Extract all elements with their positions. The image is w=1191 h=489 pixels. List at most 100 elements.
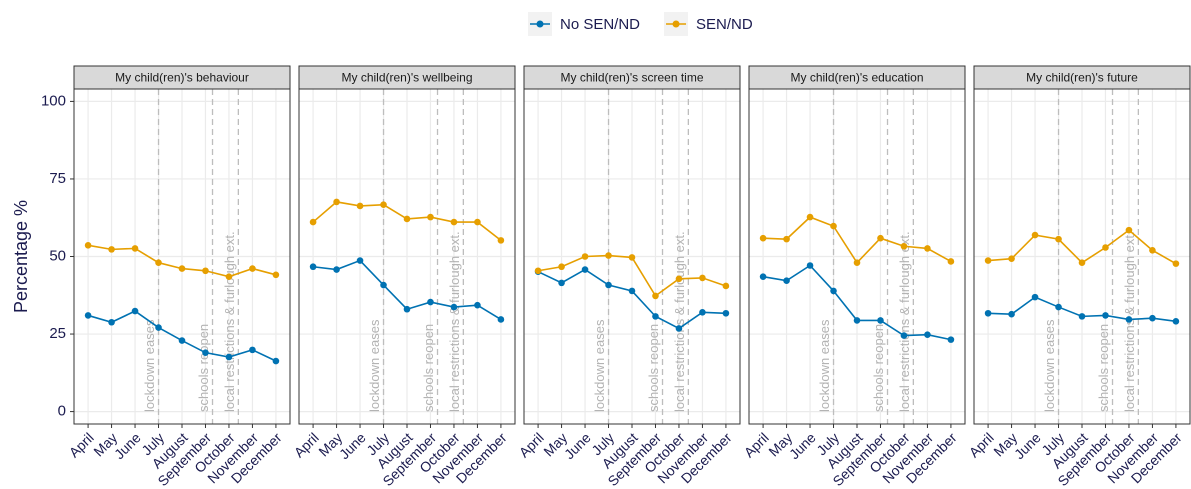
point bbox=[155, 324, 162, 331]
point bbox=[225, 273, 233, 280]
point bbox=[427, 298, 434, 306]
panel-border bbox=[298, 88, 516, 425]
point bbox=[427, 213, 434, 221]
point bbox=[806, 213, 814, 221]
annotation-label: lockdown eases bbox=[1042, 319, 1057, 412]
facet-title: My child(ren)'s wellbeing bbox=[341, 71, 472, 85]
point bbox=[1102, 244, 1109, 251]
point bbox=[652, 292, 659, 300]
point bbox=[1055, 235, 1062, 243]
annotation-label: lockdown eases bbox=[367, 319, 382, 412]
y-tick-label: 75 bbox=[49, 170, 66, 187]
point bbox=[853, 259, 861, 267]
point bbox=[202, 349, 209, 356]
point bbox=[249, 346, 256, 354]
point bbox=[178, 265, 186, 272]
panel-border bbox=[523, 88, 741, 425]
point bbox=[722, 282, 730, 290]
annotation-label: lockdown eases bbox=[817, 319, 832, 412]
point bbox=[947, 258, 955, 265]
point bbox=[722, 309, 730, 317]
point bbox=[272, 357, 280, 365]
y-tick-label: 25 bbox=[49, 325, 66, 342]
point bbox=[806, 262, 814, 269]
y-tick-label: 0 bbox=[58, 403, 66, 420]
annotation-label: local restrictions & furlough ext. bbox=[222, 231, 237, 412]
point bbox=[783, 277, 790, 284]
facet-title: My child(ren)'s behaviour bbox=[115, 71, 249, 85]
point bbox=[474, 301, 481, 309]
point bbox=[947, 336, 955, 343]
point bbox=[272, 271, 280, 279]
point bbox=[1149, 314, 1156, 322]
annotation-label: local restrictions & furlough ext. bbox=[447, 231, 462, 412]
point bbox=[830, 222, 837, 230]
point bbox=[202, 267, 209, 275]
point bbox=[1078, 259, 1086, 267]
annotation-label: schools reopen bbox=[196, 324, 211, 412]
point bbox=[249, 265, 256, 272]
point bbox=[225, 353, 233, 361]
point bbox=[356, 257, 364, 264]
point bbox=[497, 316, 505, 323]
y-tick-label: 50 bbox=[49, 247, 66, 264]
legend-label: SEN/ND bbox=[696, 16, 753, 33]
point bbox=[1008, 310, 1015, 318]
point bbox=[1149, 246, 1156, 254]
annotation-label: schools reopen bbox=[871, 324, 886, 412]
point bbox=[605, 281, 612, 289]
annotation-label: schools reopen bbox=[1096, 324, 1111, 412]
point bbox=[534, 267, 542, 275]
point bbox=[558, 263, 565, 271]
point bbox=[108, 318, 115, 326]
point bbox=[605, 252, 612, 259]
point bbox=[356, 202, 364, 210]
point bbox=[581, 266, 589, 273]
annotation-label: local restrictions & furlough ext. bbox=[672, 231, 687, 412]
point bbox=[155, 259, 162, 267]
point bbox=[497, 237, 505, 244]
point bbox=[984, 257, 992, 264]
point bbox=[333, 266, 340, 273]
panel-border bbox=[748, 88, 966, 425]
point bbox=[1031, 231, 1039, 239]
point bbox=[699, 309, 706, 316]
point bbox=[877, 234, 884, 242]
point bbox=[84, 312, 92, 319]
point bbox=[628, 287, 636, 295]
y-axis-label: Percentage % bbox=[11, 200, 31, 313]
point bbox=[581, 253, 589, 260]
point bbox=[759, 273, 767, 280]
legend-label: No SEN/ND bbox=[560, 16, 640, 33]
point bbox=[924, 245, 931, 252]
legend-dot bbox=[672, 20, 680, 28]
point bbox=[84, 242, 92, 249]
annotation-label: lockdown eases bbox=[142, 319, 157, 412]
annotation-label: schools reopen bbox=[421, 324, 436, 412]
point bbox=[759, 234, 767, 242]
point bbox=[628, 254, 636, 261]
point bbox=[474, 218, 481, 226]
facet-title: My child(ren)'s screen time bbox=[561, 71, 704, 85]
point bbox=[1008, 255, 1015, 262]
point bbox=[131, 245, 139, 252]
point bbox=[984, 309, 992, 317]
point bbox=[783, 235, 790, 243]
annotation-label: schools reopen bbox=[646, 324, 661, 412]
point bbox=[675, 325, 683, 332]
point bbox=[1125, 316, 1133, 323]
point bbox=[131, 307, 139, 315]
point bbox=[900, 332, 908, 339]
facet-title: My child(ren)'s education bbox=[790, 71, 923, 85]
point bbox=[380, 281, 387, 289]
point bbox=[178, 337, 186, 344]
point bbox=[450, 303, 458, 311]
point bbox=[380, 201, 387, 208]
point bbox=[450, 218, 458, 226]
point bbox=[1125, 226, 1133, 234]
annotation-label: lockdown eases bbox=[592, 319, 607, 412]
facet-title: My child(ren)'s future bbox=[1026, 71, 1138, 85]
point bbox=[830, 287, 837, 295]
legend-dot bbox=[536, 20, 544, 28]
